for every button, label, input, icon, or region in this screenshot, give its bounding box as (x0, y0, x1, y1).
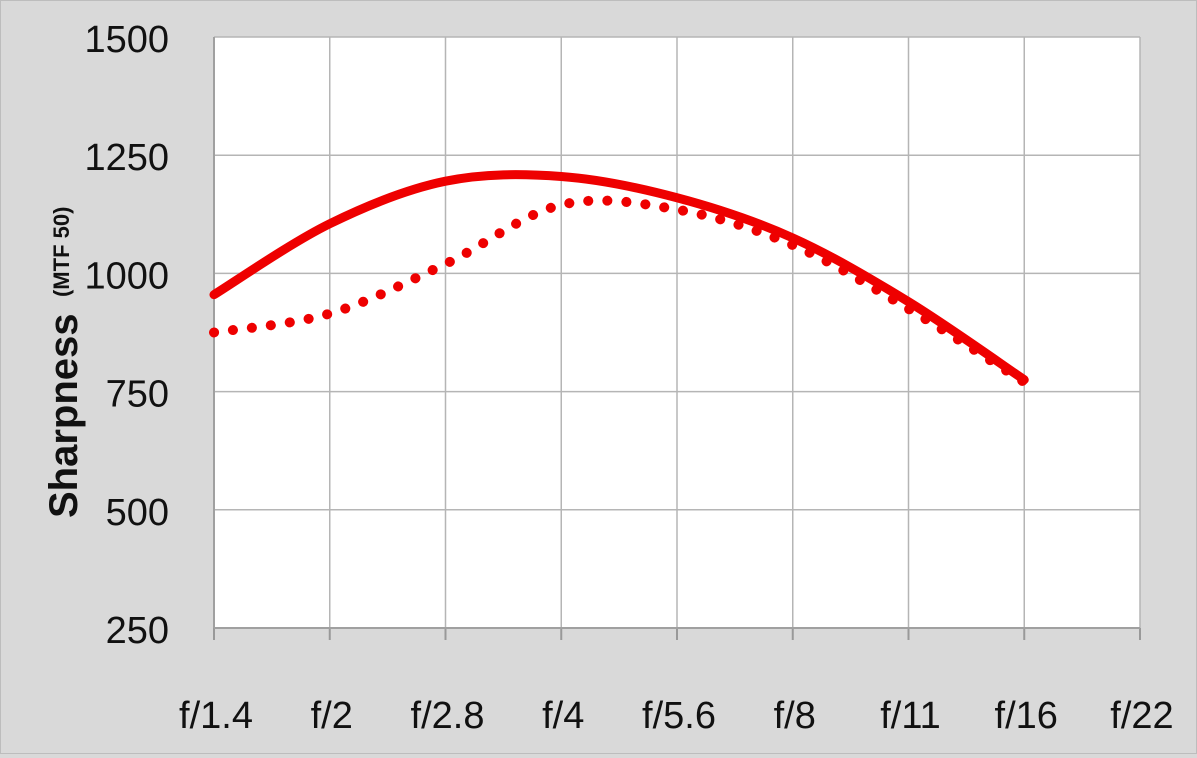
y-axis-label-main: Sharpness (42, 313, 86, 518)
x-tick-label: f/22 (1110, 695, 1173, 737)
x-tick-label: f/1.4 (179, 695, 253, 737)
x-tick-label: f/2.8 (411, 695, 485, 737)
x-tick-label: f/2 (311, 695, 353, 737)
y-tick-label: 750 (106, 374, 169, 416)
y-tick-label: 1500 (84, 19, 169, 61)
y-tick-label: 250 (106, 610, 169, 652)
y-tick-label: 1000 (84, 255, 169, 297)
y-tick-labels: 250 500 750 1000 1250 1500 (84, 19, 169, 652)
x-tick-labels: f/1.4 f/2 f/2.8 f/4 f/5.6 f/8 f/11 f/16 f/22 (179, 695, 1174, 737)
y-axis-label: Sharpness (MTF 50) (42, 207, 86, 518)
x-tick-label: f/4 (542, 695, 584, 737)
y-axis-label-unit: (MTF 50) (49, 207, 74, 297)
x-tick-label: f/5.6 (642, 695, 716, 737)
x-tick-label: f/11 (880, 695, 941, 737)
x-tick-label: f/8 (774, 695, 816, 737)
y-tick-label: 500 (106, 492, 169, 534)
x-tick-label: f/16 (995, 695, 1058, 737)
y-tick-label: 1250 (84, 137, 169, 179)
